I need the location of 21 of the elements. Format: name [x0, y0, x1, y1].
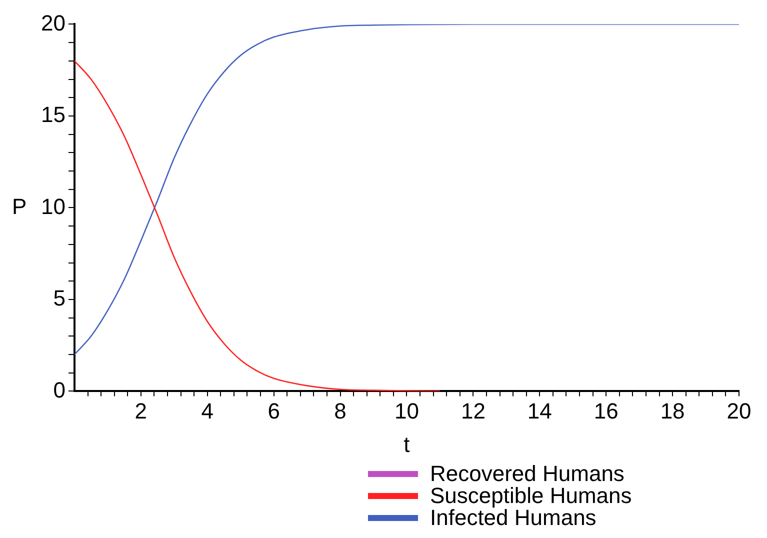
x-tick-label: 14	[527, 398, 552, 424]
x-axis-title: t	[404, 432, 410, 457]
x-tick-label: 20	[726, 398, 752, 424]
legend-label: Recovered Humans	[430, 461, 624, 486]
y-tick-label: 20	[40, 10, 66, 36]
x-tick-label: 2	[134, 398, 148, 424]
x-tick-label: 18	[660, 398, 685, 424]
x-tick-label: 6	[268, 398, 280, 424]
y-tick-label: 15	[40, 102, 66, 128]
line-series	[74, 24, 739, 356]
y-tick-label: 10	[40, 194, 66, 219]
x-tick-label: 10	[394, 398, 419, 424]
x-tick-label: 8	[334, 398, 346, 424]
line-series	[74, 60, 441, 392]
x-tick-label: 16	[594, 398, 618, 424]
y-tick-label: 5	[53, 286, 66, 311]
y-tick-label: 0	[53, 377, 66, 402]
x-tick-label: 4	[201, 398, 214, 424]
x-tick-label: 12	[460, 398, 486, 424]
legend-label: Susceptible Humans	[430, 483, 632, 508]
y-axis-title: P	[12, 194, 27, 219]
